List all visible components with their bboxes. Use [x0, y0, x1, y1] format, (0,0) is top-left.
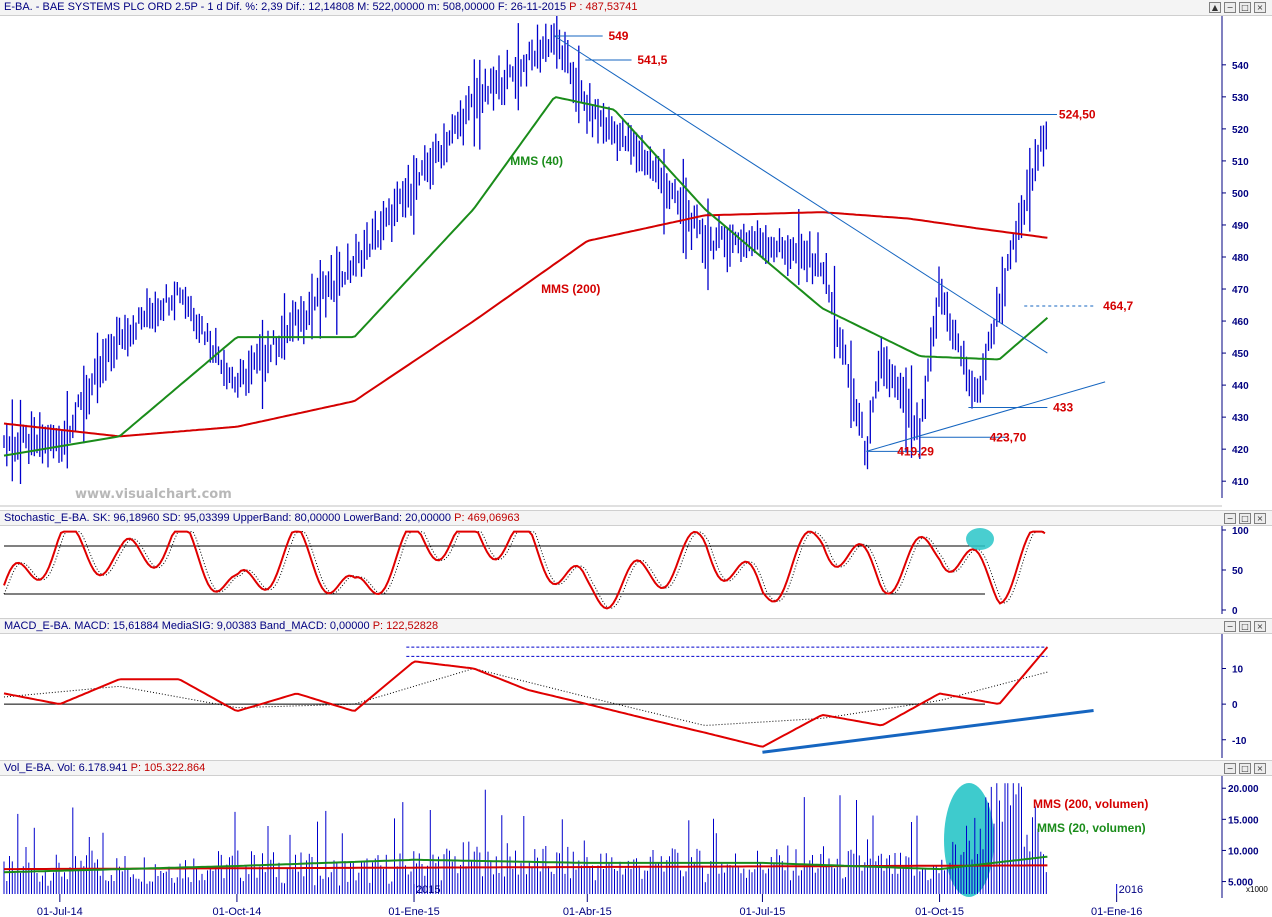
- y-tick-label: 510: [1232, 157, 1249, 168]
- macd-line: [3, 646, 1049, 748]
- downtrend-line: [554, 35, 1048, 354]
- y-tick-label: 0: [1232, 606, 1238, 617]
- y-tick-label: 20.000: [1228, 784, 1259, 795]
- minimize-icon[interactable]: −: [1224, 513, 1236, 524]
- y-tick-label: 430: [1232, 413, 1249, 424]
- label-mms200: MMS (200): [541, 282, 600, 296]
- y-tick-label: 5.000: [1228, 878, 1253, 889]
- y-tick-label: 500: [1232, 189, 1249, 200]
- label-vol-mms200: MMS (200, volumen): [1033, 797, 1148, 811]
- y-tick-label: 480: [1232, 253, 1249, 264]
- macd-chart[interactable]: -10 0 10: [0, 634, 1272, 760]
- x-tick-label: 01-Ene-16: [1091, 906, 1142, 917]
- label-464: 464,7: [1103, 299, 1133, 313]
- volume-chart[interactable]: 01-Jul-14 01-Oct-14 01-Ene-15 01-Abr-15 01-J…: [0, 776, 1272, 917]
- macd-window-buttons: − □ ×: [1224, 621, 1266, 632]
- vol-window-buttons: − □ ×: [1224, 763, 1266, 774]
- volume-bars: [3, 783, 1047, 894]
- macd-signal-line: [3, 668, 1048, 726]
- close-icon[interactable]: ×: [1254, 763, 1266, 774]
- highlight-circle: [966, 528, 994, 550]
- y-tick-label: 530: [1232, 93, 1249, 104]
- y-tick-label: 470: [1232, 285, 1249, 296]
- y-tick-label: 0: [1232, 700, 1238, 711]
- macd-trend-line: [762, 709, 1094, 754]
- mms200-line: [3, 211, 1048, 438]
- stoch-sk-line: [3, 530, 1046, 610]
- price-chart[interactable]: 410 420 430 440 450 460 470 480 490 500 510 520 530 5…: [0, 16, 1272, 510]
- label-549: 549: [608, 29, 628, 43]
- minimize-icon[interactable]: −: [1224, 621, 1236, 632]
- price-panel-header: E-BA. - BAE SYSTEMS PLC ORD 2.5P - 1 d D…: [0, 0, 1272, 16]
- stoch-window-buttons: − □ ×: [1224, 513, 1266, 524]
- price-window-buttons: ▲ − □ ×: [1209, 2, 1266, 13]
- label-541: 541,5: [637, 53, 667, 67]
- stoch-panel-header: Stochastic_E-BA. SK: 96,18960 SD: 95,033…: [0, 510, 1272, 526]
- year-label-2016: 2016: [1119, 884, 1143, 896]
- x-tick-label: 01-Jul-14: [37, 906, 83, 917]
- y-tick-label: 15.000: [1228, 815, 1259, 826]
- price-header-p: P : 487,53741: [569, 1, 638, 13]
- stochastic-chart[interactable]: 0 50 100: [0, 526, 1272, 620]
- close-icon[interactable]: ×: [1254, 621, 1266, 632]
- vol-mms20-line: [3, 855, 1048, 874]
- vol-panel-header: Vol_E-BA. Vol: 6.178.941 P: 105.322.864 …: [0, 760, 1272, 776]
- x-tick-label: 01-Oct-14: [212, 906, 261, 917]
- mms40-line: [3, 96, 1049, 457]
- y-tick-label: 420: [1232, 445, 1249, 456]
- price-bars: [3, 16, 1047, 484]
- maximize-icon[interactable]: □: [1239, 2, 1251, 13]
- y-tick-label: 490: [1232, 221, 1249, 232]
- y-tick-label: 10: [1232, 665, 1244, 676]
- up-arrow-icon[interactable]: ▲: [1209, 2, 1221, 13]
- label-423: 423,70: [990, 430, 1027, 444]
- maximize-icon[interactable]: □: [1239, 763, 1251, 774]
- vol-header-p: P: 105.322.864: [130, 762, 206, 774]
- y-tick-label: 460: [1232, 317, 1249, 328]
- stoch-header-text: Stochastic_E-BA. SK: 96,18960 SD: 95,033…: [4, 512, 452, 524]
- macd-header-text: MACD_E-BA. MACD: 15,61884 MediaSIG: 9,00…: [4, 620, 370, 632]
- minimize-icon[interactable]: −: [1224, 763, 1236, 774]
- macd-header-p: P: 122,52828: [372, 620, 439, 632]
- price-header-text: E-BA. - BAE SYSTEMS PLC ORD 2.5P - 1 d D…: [4, 1, 567, 13]
- x-tick-label: 01-Oct-15: [915, 906, 964, 917]
- y-tick-label: 100: [1232, 526, 1249, 537]
- minimize-icon[interactable]: −: [1224, 2, 1236, 13]
- close-icon[interactable]: ×: [1254, 2, 1266, 13]
- label-vol-mms20: MMS (20, volumen): [1037, 821, 1146, 835]
- label-433: 433: [1053, 401, 1073, 415]
- y-tick-label: 50: [1232, 566, 1244, 577]
- label-mms40: MMS (40): [510, 154, 563, 168]
- label-524: 524,50: [1059, 107, 1096, 121]
- y-tick-label: -10: [1232, 736, 1247, 747]
- year-label-2015: 2015: [416, 884, 440, 896]
- x-tick-label: 01-Ene-15: [388, 906, 439, 917]
- close-icon[interactable]: ×: [1254, 513, 1266, 524]
- y-tick-label: 540: [1232, 61, 1249, 72]
- y-unit-label: x1000: [1246, 885, 1268, 894]
- maximize-icon[interactable]: □: [1239, 621, 1251, 632]
- stoch-header-p: P: 469,06963: [454, 512, 520, 524]
- label-419: 419,29: [897, 444, 934, 458]
- watermark: www.visualchart.com: [75, 487, 232, 502]
- uptrend-line: [866, 381, 1106, 452]
- maximize-icon[interactable]: □: [1239, 513, 1251, 524]
- x-tick-label: 01-Jul-15: [740, 906, 786, 917]
- y-tick-label: 410: [1232, 477, 1249, 488]
- y-tick-label: 440: [1232, 381, 1249, 392]
- y-tick-label: 450: [1232, 349, 1249, 360]
- stoch-sd-line: [3, 531, 1045, 609]
- vol-header-text: Vol_E-BA. Vol: 6.178.941: [4, 762, 128, 774]
- y-tick-label: 520: [1232, 125, 1249, 136]
- highlight-oval: [944, 783, 994, 897]
- y-tick-label: 10.000: [1228, 846, 1259, 857]
- macd-panel-header: MACD_E-BA. MACD: 15,61884 MediaSIG: 9,00…: [0, 618, 1272, 634]
- x-tick-label: 01-Abr-15: [563, 906, 612, 917]
